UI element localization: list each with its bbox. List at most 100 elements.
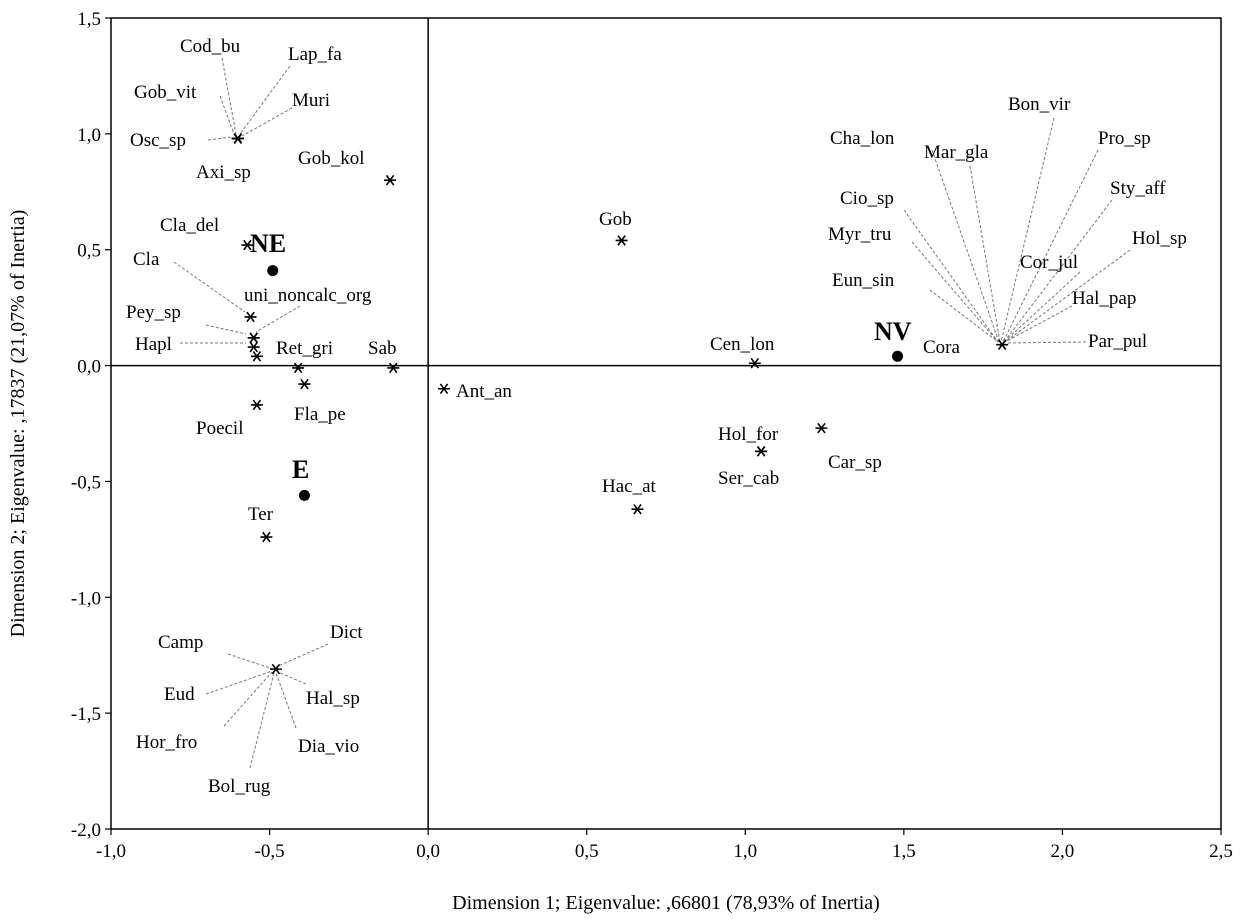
point-label-camp: Camp — [158, 632, 203, 653]
point-label-bon-vir: Bon_vir — [1008, 94, 1071, 115]
marker-cen-lon — [748, 357, 761, 369]
marker-ret-gri — [250, 351, 263, 362]
marker-hapl — [247, 341, 260, 353]
marker-ser-cab — [755, 446, 768, 457]
y-tick-label: 1,0 — [77, 125, 101, 146]
x-tick-label: 0,5 — [575, 841, 599, 862]
leader-gob-vit — [219, 95, 235, 135]
point-label-hol-for: Hol_for — [718, 424, 779, 445]
point-label-pro-sp: Pro_sp — [1098, 128, 1151, 149]
point-label-hal-sp: Hal_sp — [306, 688, 360, 709]
point-label-hac-at: Hac_at — [602, 476, 657, 497]
y-tick-label: 0,0 — [77, 357, 101, 378]
y-axis-title: Dimension 2; Eigenvalue: ,17837 (21,07% … — [7, 210, 29, 638]
point-label-uni-noncalc-org: uni_noncalc_org — [244, 285, 372, 306]
y-tick-label: -0,5 — [71, 472, 101, 493]
leader-cla — [173, 261, 246, 313]
leader-hal-pap — [1004, 305, 1073, 343]
point-label-eun-sin: Eun_sin — [832, 270, 895, 291]
x-tick-label: 2,5 — [1209, 841, 1233, 862]
leader-hal-sp — [277, 671, 307, 685]
leader-uni-noncalc-org — [255, 305, 301, 333]
point-label-par-pul: Par_pul — [1088, 331, 1147, 352]
point-label-bol-rug: Bol_rug — [208, 776, 271, 797]
leader-par-pul — [1005, 341, 1087, 344]
point-label-myr-tru: Myr_tru — [828, 224, 892, 245]
plot-frame — [110, 17, 1222, 830]
point-label-muri: Muri — [292, 90, 330, 111]
point-label-pey-sp: Pey_sp — [126, 302, 181, 323]
leader-cio-sp — [903, 209, 999, 343]
leader-eud — [205, 670, 273, 695]
point-label-hal-pap: Hal_pap — [1072, 288, 1136, 309]
point-label-eud: Eud — [164, 684, 195, 705]
group-centroids: NE NV E — [250, 229, 912, 501]
point-label-ser-cab: Ser_cab — [718, 468, 779, 489]
leader-camp — [227, 653, 274, 670]
marker-gob-kol — [384, 174, 397, 186]
leader-pey-sp — [205, 324, 247, 335]
x-axis-ticks: -1,0 -0,5 0,0 0,5 1,0 1,5 2,0 2,5 — [96, 829, 1233, 862]
point-label-fla-pe: Fla_pe — [294, 404, 346, 425]
y-tick-label: 1,5 — [77, 9, 101, 30]
x-tick-label: 1,5 — [892, 841, 916, 862]
point-label-axi-sp: Axi_sp — [196, 162, 251, 183]
leader-dia-vio — [275, 672, 297, 729]
x-tick-label: 0,0 — [416, 841, 440, 862]
point-label-hapl: Hapl — [135, 334, 172, 355]
point-label-gob-kol: Gob_kol — [298, 148, 365, 169]
leader-bon-vir — [1000, 117, 1055, 343]
x-tick-label: -0,5 — [255, 841, 285, 862]
y-axis-ticks: 1,5 1,0 0,5 0,0 -0,5 -1,0 -1,5 -2,0 — [71, 9, 111, 841]
point-label-lap-fa: Lap_fa — [288, 44, 342, 65]
marker-pey-sp — [247, 332, 260, 344]
marker-axi-sp — [231, 133, 244, 144]
point-label-cen-lon: Cen_lon — [710, 334, 775, 355]
point-label-poecil: Poecil — [196, 418, 244, 439]
x-tick-label: 1,0 — [733, 841, 757, 862]
data-markers — [231, 133, 1009, 675]
marker-sab — [387, 362, 400, 374]
x-tick-label: 2,0 — [1051, 841, 1075, 862]
y-tick-label: -2,0 — [71, 820, 101, 841]
point-label-cla-del: Cla_del — [160, 215, 219, 236]
point-label-cora: Cora — [923, 337, 961, 358]
marker-fla-pe — [292, 362, 305, 374]
point-label-mar-gla: Mar_gla — [924, 142, 989, 163]
point-label-gob: Gob — [599, 209, 632, 230]
leader-myr-tru — [911, 241, 999, 343]
group-label-e: E — [292, 455, 309, 484]
point-label-cha-lon: Cha_lon — [830, 128, 895, 149]
point-label-ant-an: Ant_an — [456, 381, 512, 402]
point-label-hol-sp: Hol_sp — [1132, 228, 1187, 249]
group-point-nv — [892, 350, 904, 362]
group-label-ne: NE — [250, 229, 286, 258]
group-point-ne — [267, 265, 279, 277]
leader-muri — [241, 107, 293, 137]
point-label-sab: Sab — [368, 338, 397, 359]
leader-osc-sp — [207, 136, 233, 141]
point-label-cod-bu: Cod_bu — [180, 36, 241, 57]
leader-mar-gla — [969, 165, 1001, 343]
point-label-dia-vio: Dia_vio — [298, 736, 359, 757]
point-label-ret-gri: Ret_gri — [276, 338, 333, 359]
leader-dict — [275, 643, 329, 668]
point-label-dict: Dict — [330, 622, 363, 643]
marker-fla-pe-2 — [298, 378, 311, 390]
label-leader-lines — [173, 57, 1131, 769]
marker-cla — [244, 311, 257, 323]
marker-ter — [260, 531, 273, 543]
marker-gob — [615, 235, 628, 246]
y-tick-label: -1,5 — [71, 704, 101, 725]
marker-car-sp — [815, 422, 828, 434]
point-label-ter: Ter — [248, 504, 274, 525]
leader-cod-bu — [221, 57, 237, 135]
leader-hor-fro — [223, 671, 273, 727]
group-label-nv: NV — [874, 317, 912, 346]
leader-cha-lon — [931, 149, 1000, 343]
marker-hac-at — [631, 503, 644, 515]
leader-lap-fa — [239, 65, 291, 135]
group-point-e — [298, 489, 310, 501]
point-label-hor-fro: Hor_fro — [136, 732, 197, 753]
